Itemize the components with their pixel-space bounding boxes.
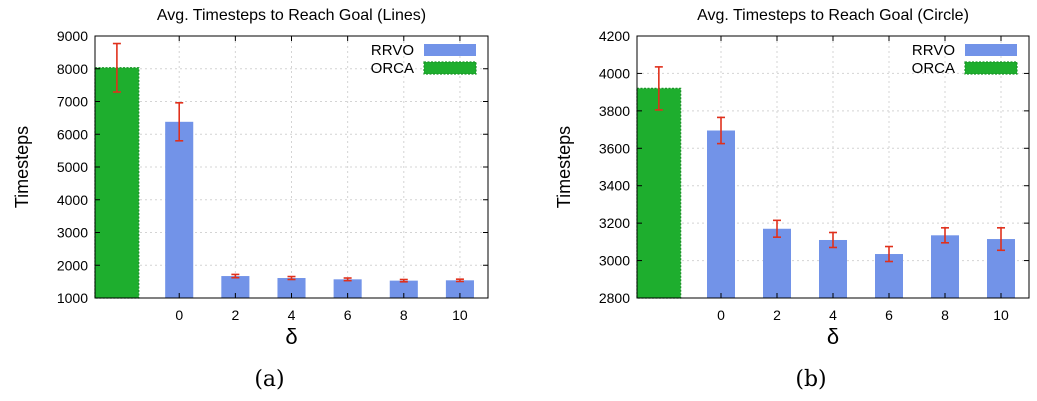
x-tick-label: 2 (773, 307, 781, 323)
x-axis-label: δ (285, 324, 297, 349)
y-tick-label: 3400 (599, 178, 630, 194)
bar-rrvo (445, 280, 474, 298)
legend-label: RRVO (371, 42, 414, 59)
y-tick-label: 3200 (599, 215, 630, 231)
y-axis-label: Timesteps (12, 126, 32, 208)
y-tick-label: 2000 (57, 257, 88, 273)
y-tick-label: 4000 (57, 192, 88, 208)
legend-swatch-rrvo (965, 44, 1017, 56)
bar-rrvo (277, 278, 306, 298)
x-tick-label: 8 (941, 307, 949, 323)
x-tick-label: 8 (400, 307, 408, 323)
y-tick-label: 1000 (57, 290, 88, 306)
bar-rrvo (165, 121, 194, 299)
y-tick-label: 3600 (599, 140, 630, 156)
legend-swatch-rrvo (424, 44, 476, 56)
y-tick-label: 7000 (57, 94, 88, 110)
legend-label: ORCA (912, 60, 955, 77)
x-tick-label: 0 (717, 307, 725, 323)
y-tick-label: 4000 (599, 65, 630, 81)
x-tick-label: 10 (993, 307, 1009, 323)
x-tick-label: 2 (231, 307, 239, 323)
figure-caption: (a) (254, 367, 284, 392)
bar-rrvo (931, 235, 959, 298)
y-tick-label: 3000 (599, 253, 630, 269)
y-tick-label: 5000 (57, 159, 88, 175)
bar-orca (636, 87, 682, 299)
bar-rrvo (819, 239, 847, 298)
x-tick-label: 10 (452, 307, 468, 323)
y-tick-label: 3000 (57, 225, 88, 241)
x-tick-label: 4 (829, 307, 837, 323)
x-tick-label: 4 (288, 307, 296, 323)
legend-swatch-orca (423, 61, 477, 75)
x-tick-label: 6 (885, 307, 893, 323)
y-tick-label: 6000 (57, 126, 88, 142)
x-tick-label: 0 (175, 307, 183, 323)
bar-orca (94, 67, 140, 299)
chart-panel-2: 2800 3000 3200 3400 3600 3800 4000 4200 0 2 4 6 8 10 A… (554, 7, 1030, 392)
figure-caption: (b) (795, 367, 826, 392)
x-axis-label: δ (827, 324, 839, 349)
legend-swatch-orca (964, 61, 1018, 75)
y-tick-label: 2800 (599, 290, 630, 306)
bar-rrvo (221, 276, 250, 298)
legend-label: RRVO (912, 42, 955, 59)
bar-rrvo (707, 130, 735, 298)
chart-title: Avg. Timesteps to Reach Goal (Lines) (157, 7, 426, 24)
x-tick-label: 6 (344, 307, 352, 323)
chart-panel-1: 1000 2000 3000 4000 5000 6000 7000 8000 9000 0 2 4 6… (12, 7, 489, 392)
bar-rrvo (763, 228, 791, 298)
y-axis-label: Timesteps (554, 126, 574, 208)
y-tick-label: 9000 (57, 28, 88, 44)
y-tick-label: 4200 (599, 28, 630, 44)
legend-label: ORCA (371, 60, 414, 77)
bar-rrvo (333, 279, 362, 298)
y-tick-label: 8000 (57, 61, 88, 77)
y-tick-label: 3800 (599, 103, 630, 119)
bar-rrvo (389, 280, 418, 298)
chart-title: Avg. Timesteps to Reach Goal (Circle) (697, 7, 969, 24)
